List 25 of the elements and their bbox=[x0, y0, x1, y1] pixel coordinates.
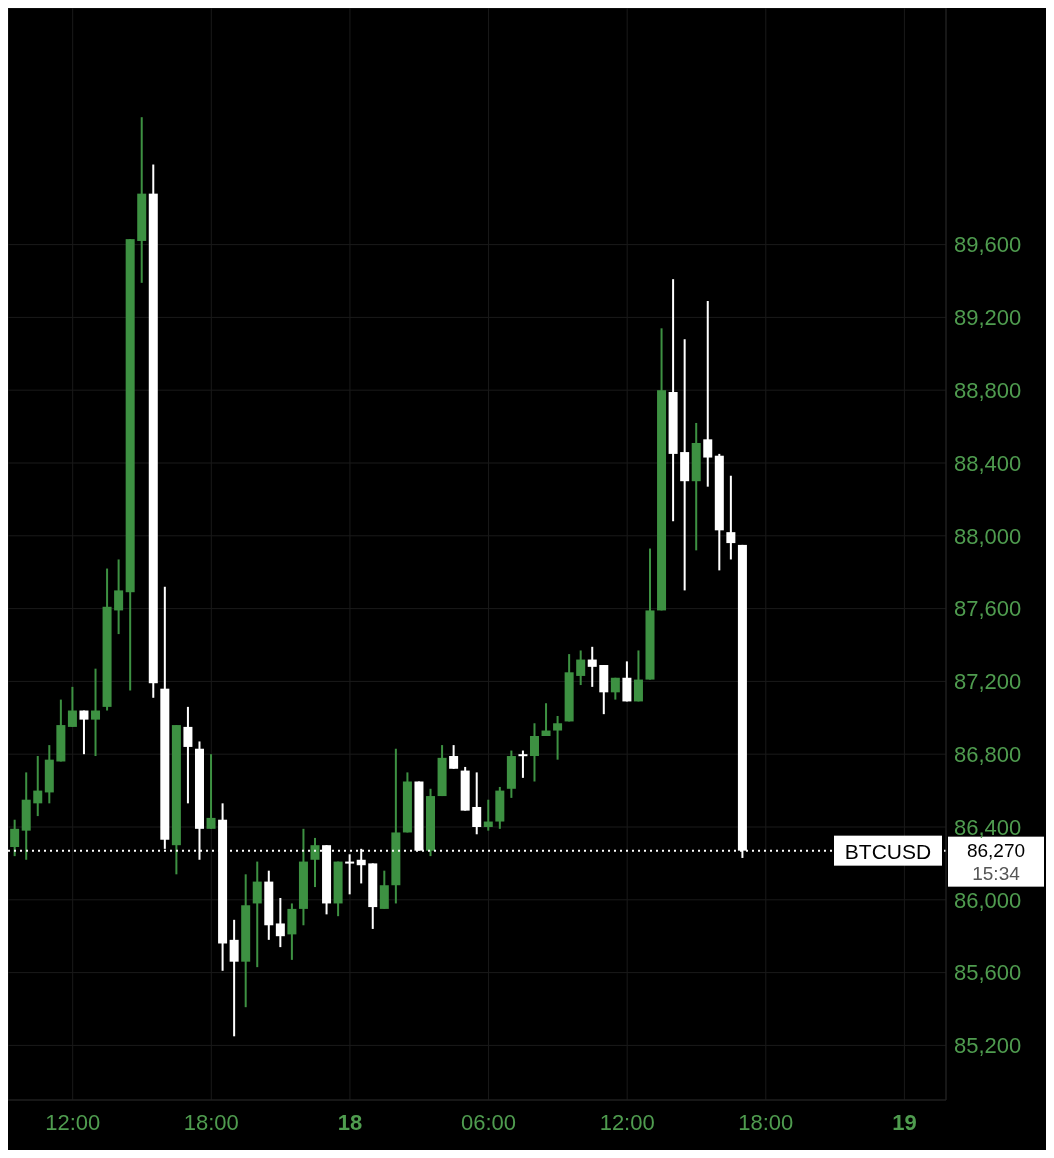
y-tick-label: 87,200 bbox=[954, 669, 1022, 695]
y-tick-label: 85,600 bbox=[954, 960, 1022, 986]
candlestick bbox=[703, 301, 713, 487]
x-tick-label: 06:00 bbox=[461, 1110, 517, 1135]
text: 15:34 bbox=[972, 862, 1021, 884]
x-tick-label: 18:00 bbox=[183, 1110, 239, 1135]
y-tick-label: 89,200 bbox=[954, 305, 1022, 331]
x-tick-label: 12:00 bbox=[599, 1110, 655, 1135]
ref-line-label: BTCUSD bbox=[844, 839, 932, 863]
y-tick-label: 88,800 bbox=[954, 378, 1022, 404]
y-tick-label: 85,200 bbox=[954, 1033, 1022, 1059]
y-tick-label: 86,400 bbox=[954, 814, 1022, 840]
y-tick-label: 86,800 bbox=[954, 742, 1022, 768]
y-tick-label: 88,400 bbox=[954, 450, 1022, 476]
y-tick-label: 89,600 bbox=[954, 232, 1022, 258]
text: 86,270 bbox=[966, 839, 1026, 861]
y-tick-label: 87,600 bbox=[954, 596, 1022, 622]
y-tick-label: 88,000 bbox=[954, 523, 1022, 549]
y-tick-label: 86,000 bbox=[954, 887, 1022, 913]
x-tick-label: 19 bbox=[892, 1110, 917, 1135]
x-tick-label: 18:00 bbox=[738, 1110, 794, 1135]
candlestick bbox=[345, 854, 355, 895]
x-tick-label: 18 bbox=[337, 1110, 363, 1135]
x-tick-label: 12:00 bbox=[45, 1110, 101, 1135]
candlestick bbox=[518, 750, 528, 778]
